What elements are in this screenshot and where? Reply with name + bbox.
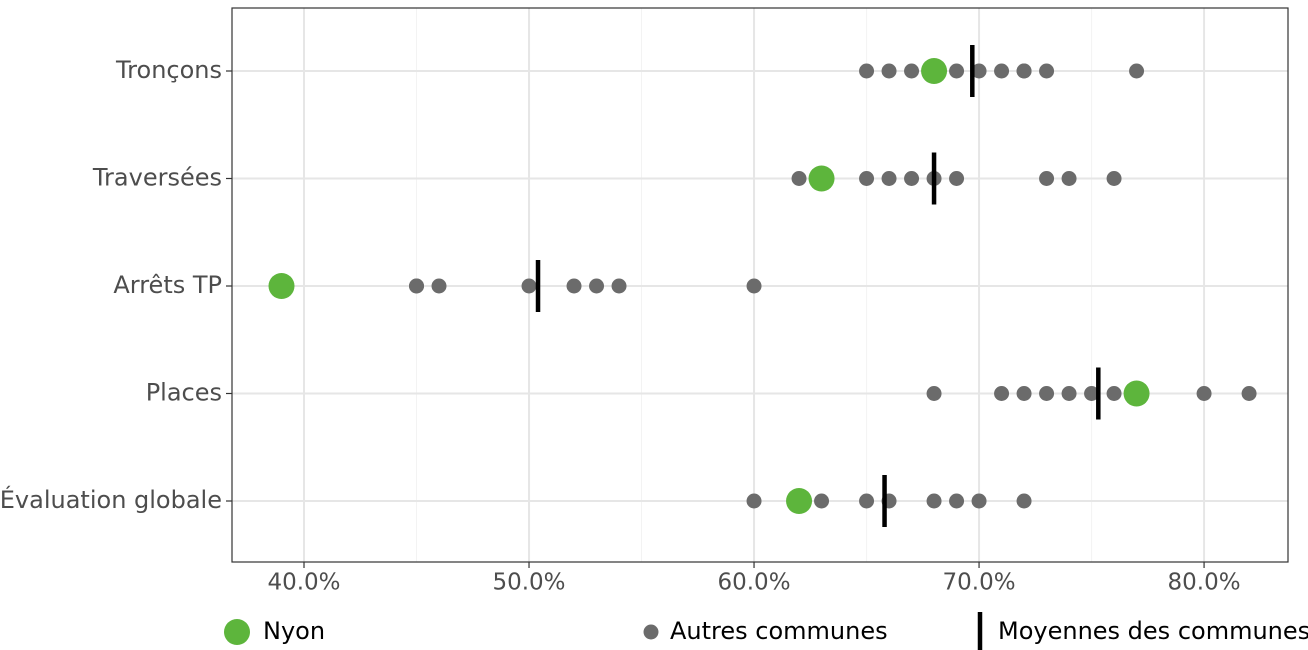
other-dot	[881, 171, 897, 186]
y-tick-label: Évaluation globale	[0, 485, 222, 514]
nyon-dot	[268, 273, 295, 299]
other-dot	[1129, 63, 1145, 79]
y-tick-label: Traversées	[92, 164, 222, 192]
other-dot	[1039, 386, 1055, 401]
x-tick-label: 70.0%	[943, 570, 1016, 596]
nyon-dot	[921, 58, 948, 84]
panel-border	[231, 7, 1289, 563]
other-dot	[1241, 386, 1257, 401]
other-dot	[971, 493, 987, 509]
other-dot	[1106, 171, 1122, 186]
other-dot	[521, 278, 537, 294]
nyon-dot	[1123, 380, 1150, 407]
other-dot	[971, 63, 987, 79]
other-dot	[926, 493, 942, 509]
other-dot	[611, 278, 627, 294]
other-dot	[904, 63, 920, 79]
other-dot	[1039, 63, 1055, 79]
y-tick-label: Tronçons	[115, 56, 222, 84]
other-dot	[1196, 386, 1212, 401]
x-tick-label: 60.0%	[717, 570, 790, 596]
other-dot	[859, 171, 875, 186]
other-dot	[814, 493, 830, 509]
other-dot	[746, 493, 762, 509]
other-dot	[994, 386, 1010, 401]
other-dot	[926, 386, 942, 401]
nyon-dot	[786, 488, 813, 514]
x-tick-label: 50.0%	[492, 570, 565, 596]
other-dot	[1061, 171, 1077, 186]
other-dot	[566, 278, 582, 294]
other-dot	[746, 278, 762, 294]
other-dot	[791, 171, 807, 186]
legend-marker	[643, 624, 659, 640]
x-tick-label: 40.0%	[267, 570, 340, 596]
other-dot	[1016, 63, 1032, 79]
legend-label: Nyon	[263, 617, 325, 645]
other-dot	[994, 63, 1010, 79]
other-dot	[589, 278, 605, 294]
other-dot	[1084, 386, 1100, 401]
other-dot	[949, 63, 965, 79]
other-dot	[949, 171, 965, 186]
other-dot	[949, 493, 965, 509]
legend-label: Moyennes des communes	[998, 617, 1308, 645]
other-dot	[1061, 386, 1077, 401]
other-dot	[859, 63, 875, 79]
other-dot	[881, 63, 897, 79]
y-tick-label: Places	[146, 379, 222, 407]
x-tick-label: 80.0%	[1168, 570, 1241, 596]
nyon-dot	[808, 165, 835, 192]
other-dot	[409, 278, 425, 294]
other-dot	[1106, 386, 1122, 401]
legend-marker	[224, 619, 250, 645]
other-dot	[1016, 386, 1032, 401]
other-dot	[1016, 493, 1032, 509]
other-dot	[431, 278, 447, 294]
legend-label: Autres communes	[670, 617, 888, 645]
other-dot	[1039, 171, 1055, 186]
y-tick-label: Arrêts TP	[113, 271, 222, 299]
other-dot	[904, 171, 920, 186]
other-dot	[859, 493, 875, 509]
